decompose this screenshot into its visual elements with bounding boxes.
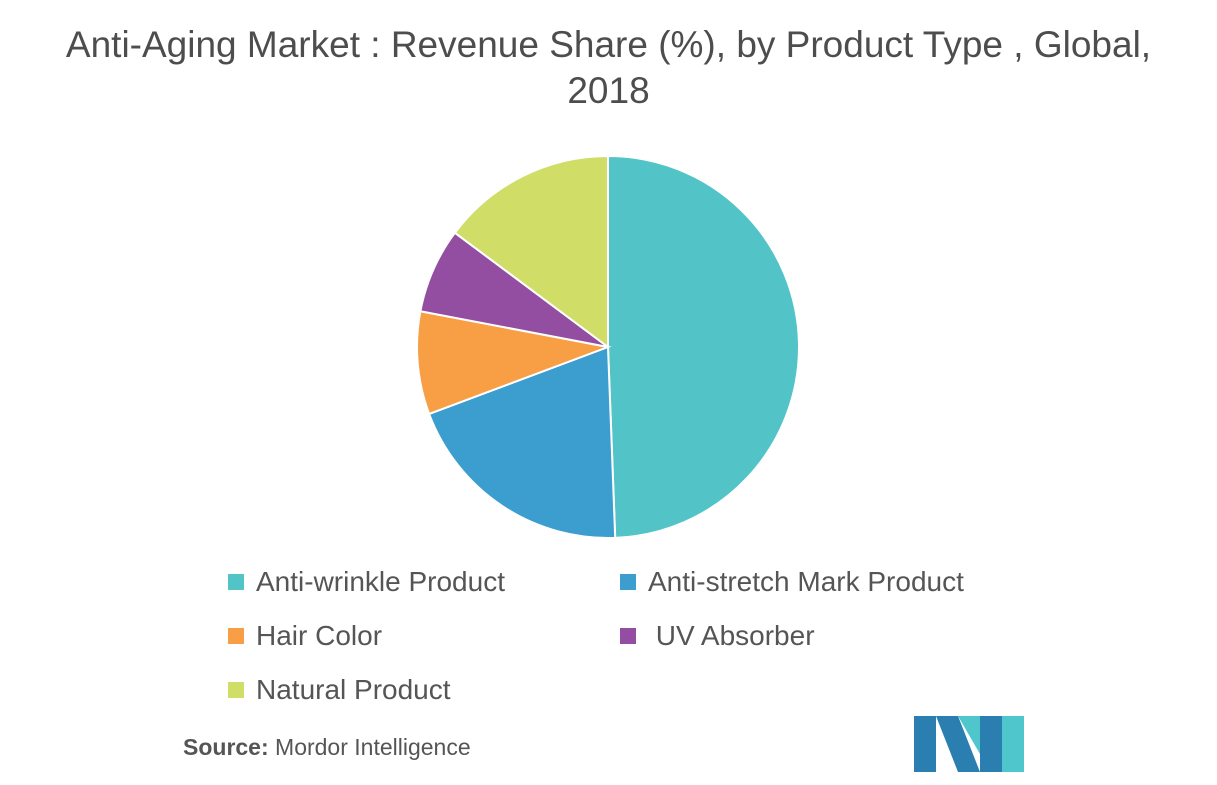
pie-slice-natural-product xyxy=(453,154,609,349)
source-label: Source: xyxy=(183,734,269,760)
legend-item-anti-stretch: Anti-stretch Mark Product xyxy=(620,566,964,598)
legend-swatch xyxy=(228,682,244,698)
legend-item-anti-wrinkle: Anti-wrinkle Product xyxy=(228,566,505,598)
legend-label: Hair Color xyxy=(256,620,383,651)
legend-item-natural: Natural Product xyxy=(228,674,451,706)
mordor-intelligence-logo xyxy=(914,716,1024,772)
legend-label: UV Absorber xyxy=(648,620,815,651)
legend-label: Natural Product xyxy=(256,674,451,705)
legend-item-hair-color: Hair Color xyxy=(228,620,382,652)
logo-shape-mid xyxy=(936,716,980,772)
legend-label: Anti-wrinkle Product xyxy=(256,566,505,597)
logo-shape-accent-right xyxy=(1002,716,1024,772)
pie-slice-anti-wrinkle-product xyxy=(607,154,800,539)
legend-swatch xyxy=(228,628,244,644)
legend-swatch xyxy=(228,574,244,590)
pie-chart xyxy=(416,154,800,539)
pie-slice-hair-color xyxy=(416,310,612,416)
legend-label: Anti-stretch Mark Product xyxy=(648,566,964,597)
legend-swatch xyxy=(620,628,636,644)
source-note: Source: Mordor Intelligence xyxy=(183,734,471,761)
logo-shape-accent xyxy=(958,716,980,754)
chart-title: Anti-Aging Market : Revenue Share (%), b… xyxy=(65,24,1152,111)
logo-shape-right xyxy=(980,716,1002,772)
legend-item-uv-absorber: UV Absorber xyxy=(620,620,815,652)
legend-swatch xyxy=(620,574,636,590)
pie-slices xyxy=(416,154,800,539)
pie-slice-anti-stretch-mark-product xyxy=(427,345,617,539)
source-text: Mordor Intelligence xyxy=(268,734,471,760)
logo-shape-left xyxy=(914,716,936,772)
